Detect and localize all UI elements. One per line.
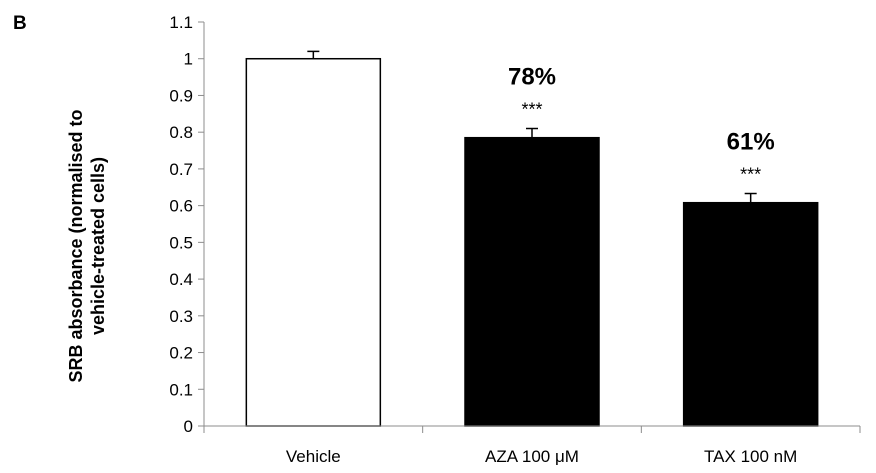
significance-stars: *** [740, 165, 761, 185]
percent-label: 78% [508, 64, 556, 91]
y-tick-label: 0.2 [169, 344, 193, 363]
y-tick-label: 1 [184, 50, 193, 69]
y-axis-title: SRB absorbance (normalised to vehicle-tr… [66, 109, 108, 382]
x-axis: Vehicle AZA 100 μM TAX 100 nM [204, 426, 860, 466]
y-tick-label: 0.3 [169, 307, 193, 326]
y-tick-label: 0.6 [169, 197, 193, 216]
y-tick-label: 0.4 [169, 270, 193, 289]
bar [684, 203, 818, 426]
y-tick-label: 0.8 [169, 123, 193, 142]
bar [465, 138, 599, 426]
panel-label: B [13, 13, 27, 34]
bar [246, 59, 380, 426]
percent-label: 61% [727, 129, 775, 156]
y-tick-label: 0.5 [169, 233, 193, 252]
y-tick-label: 0.7 [169, 160, 193, 179]
y-tick-label: 0.9 [169, 86, 193, 105]
x-category-label: TAX 100 nM [704, 447, 797, 466]
significance-stars: *** [521, 100, 542, 120]
y-tick-label: 1.1 [169, 13, 193, 32]
y-tick-label: 0.1 [169, 380, 193, 399]
y-axis-ticks: 0 0.1 0.2 0.3 0.4 0.5 0.6 0.7 0.8 0.9 1 1.1 [169, 13, 204, 436]
x-category-label: Vehicle [286, 447, 341, 466]
y-axis-title-line-2: vehicle-treated cells) [88, 157, 108, 335]
y-axis-title-line-1: SRB absorbance (normalised to [66, 109, 86, 382]
y-tick-label: 0 [184, 417, 193, 436]
x-category-label: AZA 100 μM [485, 447, 579, 466]
